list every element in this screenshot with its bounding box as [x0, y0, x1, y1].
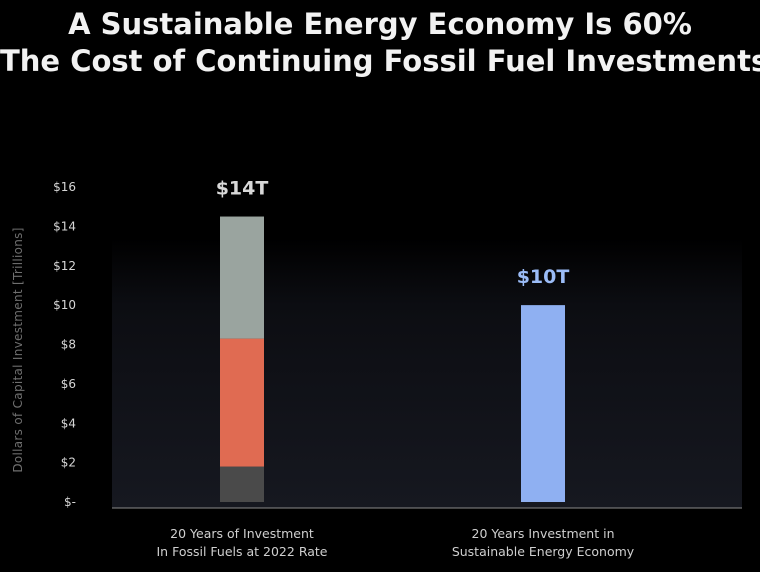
bar-segment: [220, 338, 264, 467]
y-tick-label: $12: [53, 259, 76, 273]
y-tick-label: $14: [53, 219, 76, 233]
bar-segment: [521, 305, 565, 502]
y-tick-label: $6: [61, 377, 76, 391]
y-tick-label: $-: [64, 495, 76, 509]
bar-total-label: $10T: [517, 266, 570, 288]
x-category-label: 20 Years Investment in: [472, 526, 615, 541]
bar-segment: [220, 466, 264, 502]
y-axis-label: Dollars of Capital Investment [Trillions…: [11, 227, 25, 472]
chart-title-line-1: A Sustainable Energy Economy Is 60%: [68, 7, 692, 41]
bar-total-label: $14T: [216, 178, 269, 200]
bar-segment: [220, 216, 264, 339]
y-tick-label: $2: [61, 456, 76, 470]
y-tick-label: $4: [61, 416, 76, 430]
y-tick-label: $8: [61, 338, 76, 352]
chart-title: A Sustainable Energy Economy Is 60% The …: [0, 6, 760, 80]
plot-background: [112, 238, 742, 508]
y-tick-label: $16: [53, 180, 76, 194]
chart-title-line-2: The Cost of Continuing Fossil Fuel Inves…: [0, 44, 760, 78]
x-category-label: 20 Years of Investment: [170, 526, 314, 541]
x-category-label: Sustainable Energy Economy: [452, 544, 635, 559]
y-tick-label: $10: [53, 298, 76, 312]
x-category-label: In Fossil Fuels at 2022 Rate: [157, 544, 328, 559]
